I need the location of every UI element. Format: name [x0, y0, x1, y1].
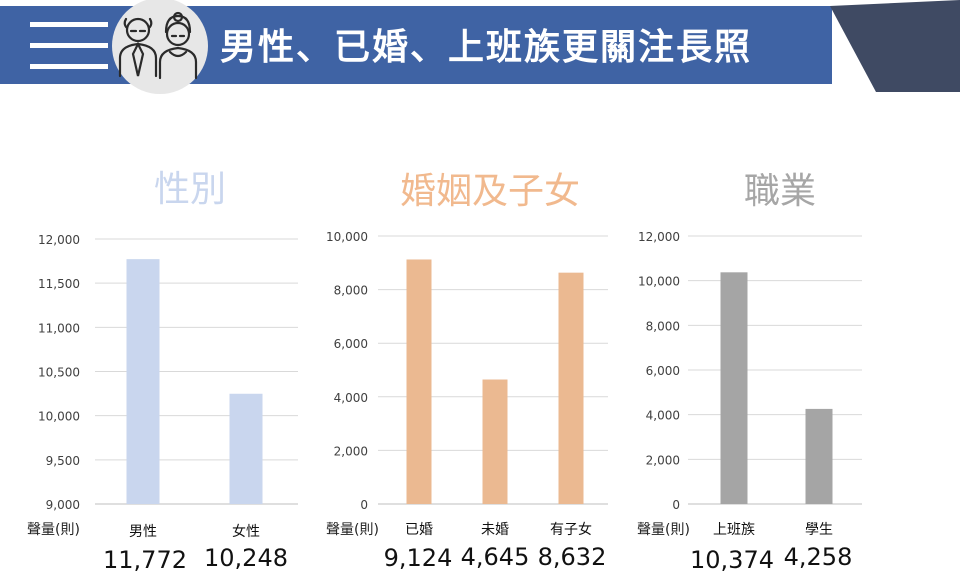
y-tick-label-gender: 10,000	[38, 410, 80, 424]
x-category-label-occupation: 上班族	[713, 522, 755, 538]
y-tick-label-gender: 11,000	[38, 321, 80, 335]
y-tick-label-occupation: 2,000	[646, 453, 680, 467]
chart-title-gender: 性別	[153, 169, 226, 210]
y-tick-label-gender: 9,000	[46, 498, 80, 512]
y-tick-label-marriage: 6,000	[334, 337, 368, 351]
banner-bar	[0, 6, 832, 84]
y-tick-label-marriage: 2,000	[334, 444, 368, 458]
total-married: 9,124	[383, 544, 453, 572]
bar-marriage-0	[406, 259, 432, 504]
y-tick-label-marriage: 10,000	[326, 230, 368, 244]
x-category-label-marriage: 有子女	[550, 521, 592, 538]
total-with-children: 8,632	[537, 543, 607, 571]
y-axis-label-gender: 聲量(則)	[27, 522, 80, 538]
total-office-worker: 10,374	[690, 546, 774, 574]
y-tick-label-occupation: 4,000	[646, 409, 680, 423]
chart-title-marriage: 婚姻及子女	[399, 171, 580, 212]
bar-marriage-2	[558, 272, 584, 504]
bar-occupation-0	[720, 272, 748, 504]
bar-marriage-1	[482, 379, 508, 504]
y-tick-label-marriage: 8,000	[334, 284, 368, 298]
y-tick-label-occupation: 8,000	[646, 319, 680, 333]
total-student: 4,258	[783, 543, 853, 571]
chart-title-occupation: 職業	[743, 171, 816, 212]
x-category-label-marriage: 已婚	[405, 522, 433, 538]
bar-gender-1	[229, 393, 263, 504]
menu-lines-icon	[30, 22, 108, 69]
y-tick-label-marriage: 4,000	[334, 391, 368, 405]
banner-title: 男性、已婚、上班族更關注長照	[220, 27, 753, 68]
bar-gender-0	[126, 259, 160, 504]
y-axis-label-marriage: 聲量(則)	[326, 522, 379, 538]
y-tick-label-marriage: 0	[360, 498, 368, 512]
x-category-label-marriage: 未婚	[481, 522, 509, 538]
y-axis-label-occupation: 聲量(則)	[637, 522, 690, 538]
elderly-couple-icon	[118, 11, 198, 80]
total-female: 10,248	[204, 544, 288, 572]
total-unmarried: 4,645	[460, 543, 530, 571]
total-male: 11,772	[103, 546, 187, 574]
banner-accent	[830, 0, 960, 92]
y-tick-label-gender: 10,500	[38, 366, 80, 380]
x-category-label-gender: 女性	[232, 523, 260, 540]
bar-occupation-1	[805, 408, 833, 504]
x-category-label-occupation: 學生	[805, 522, 833, 538]
y-tick-label-occupation: 10,000	[638, 275, 680, 289]
y-tick-label-gender: 11,500	[38, 277, 80, 291]
y-tick-label-occupation: 0	[672, 498, 680, 512]
y-tick-label-gender: 9,500	[46, 454, 80, 468]
y-tick-label-occupation: 6,000	[646, 364, 680, 378]
y-tick-label-occupation: 12,000	[638, 230, 680, 244]
x-category-label-gender: 男性	[129, 524, 157, 540]
y-tick-label-gender: 12,000	[38, 233, 80, 247]
header-banner	[0, 0, 960, 94]
